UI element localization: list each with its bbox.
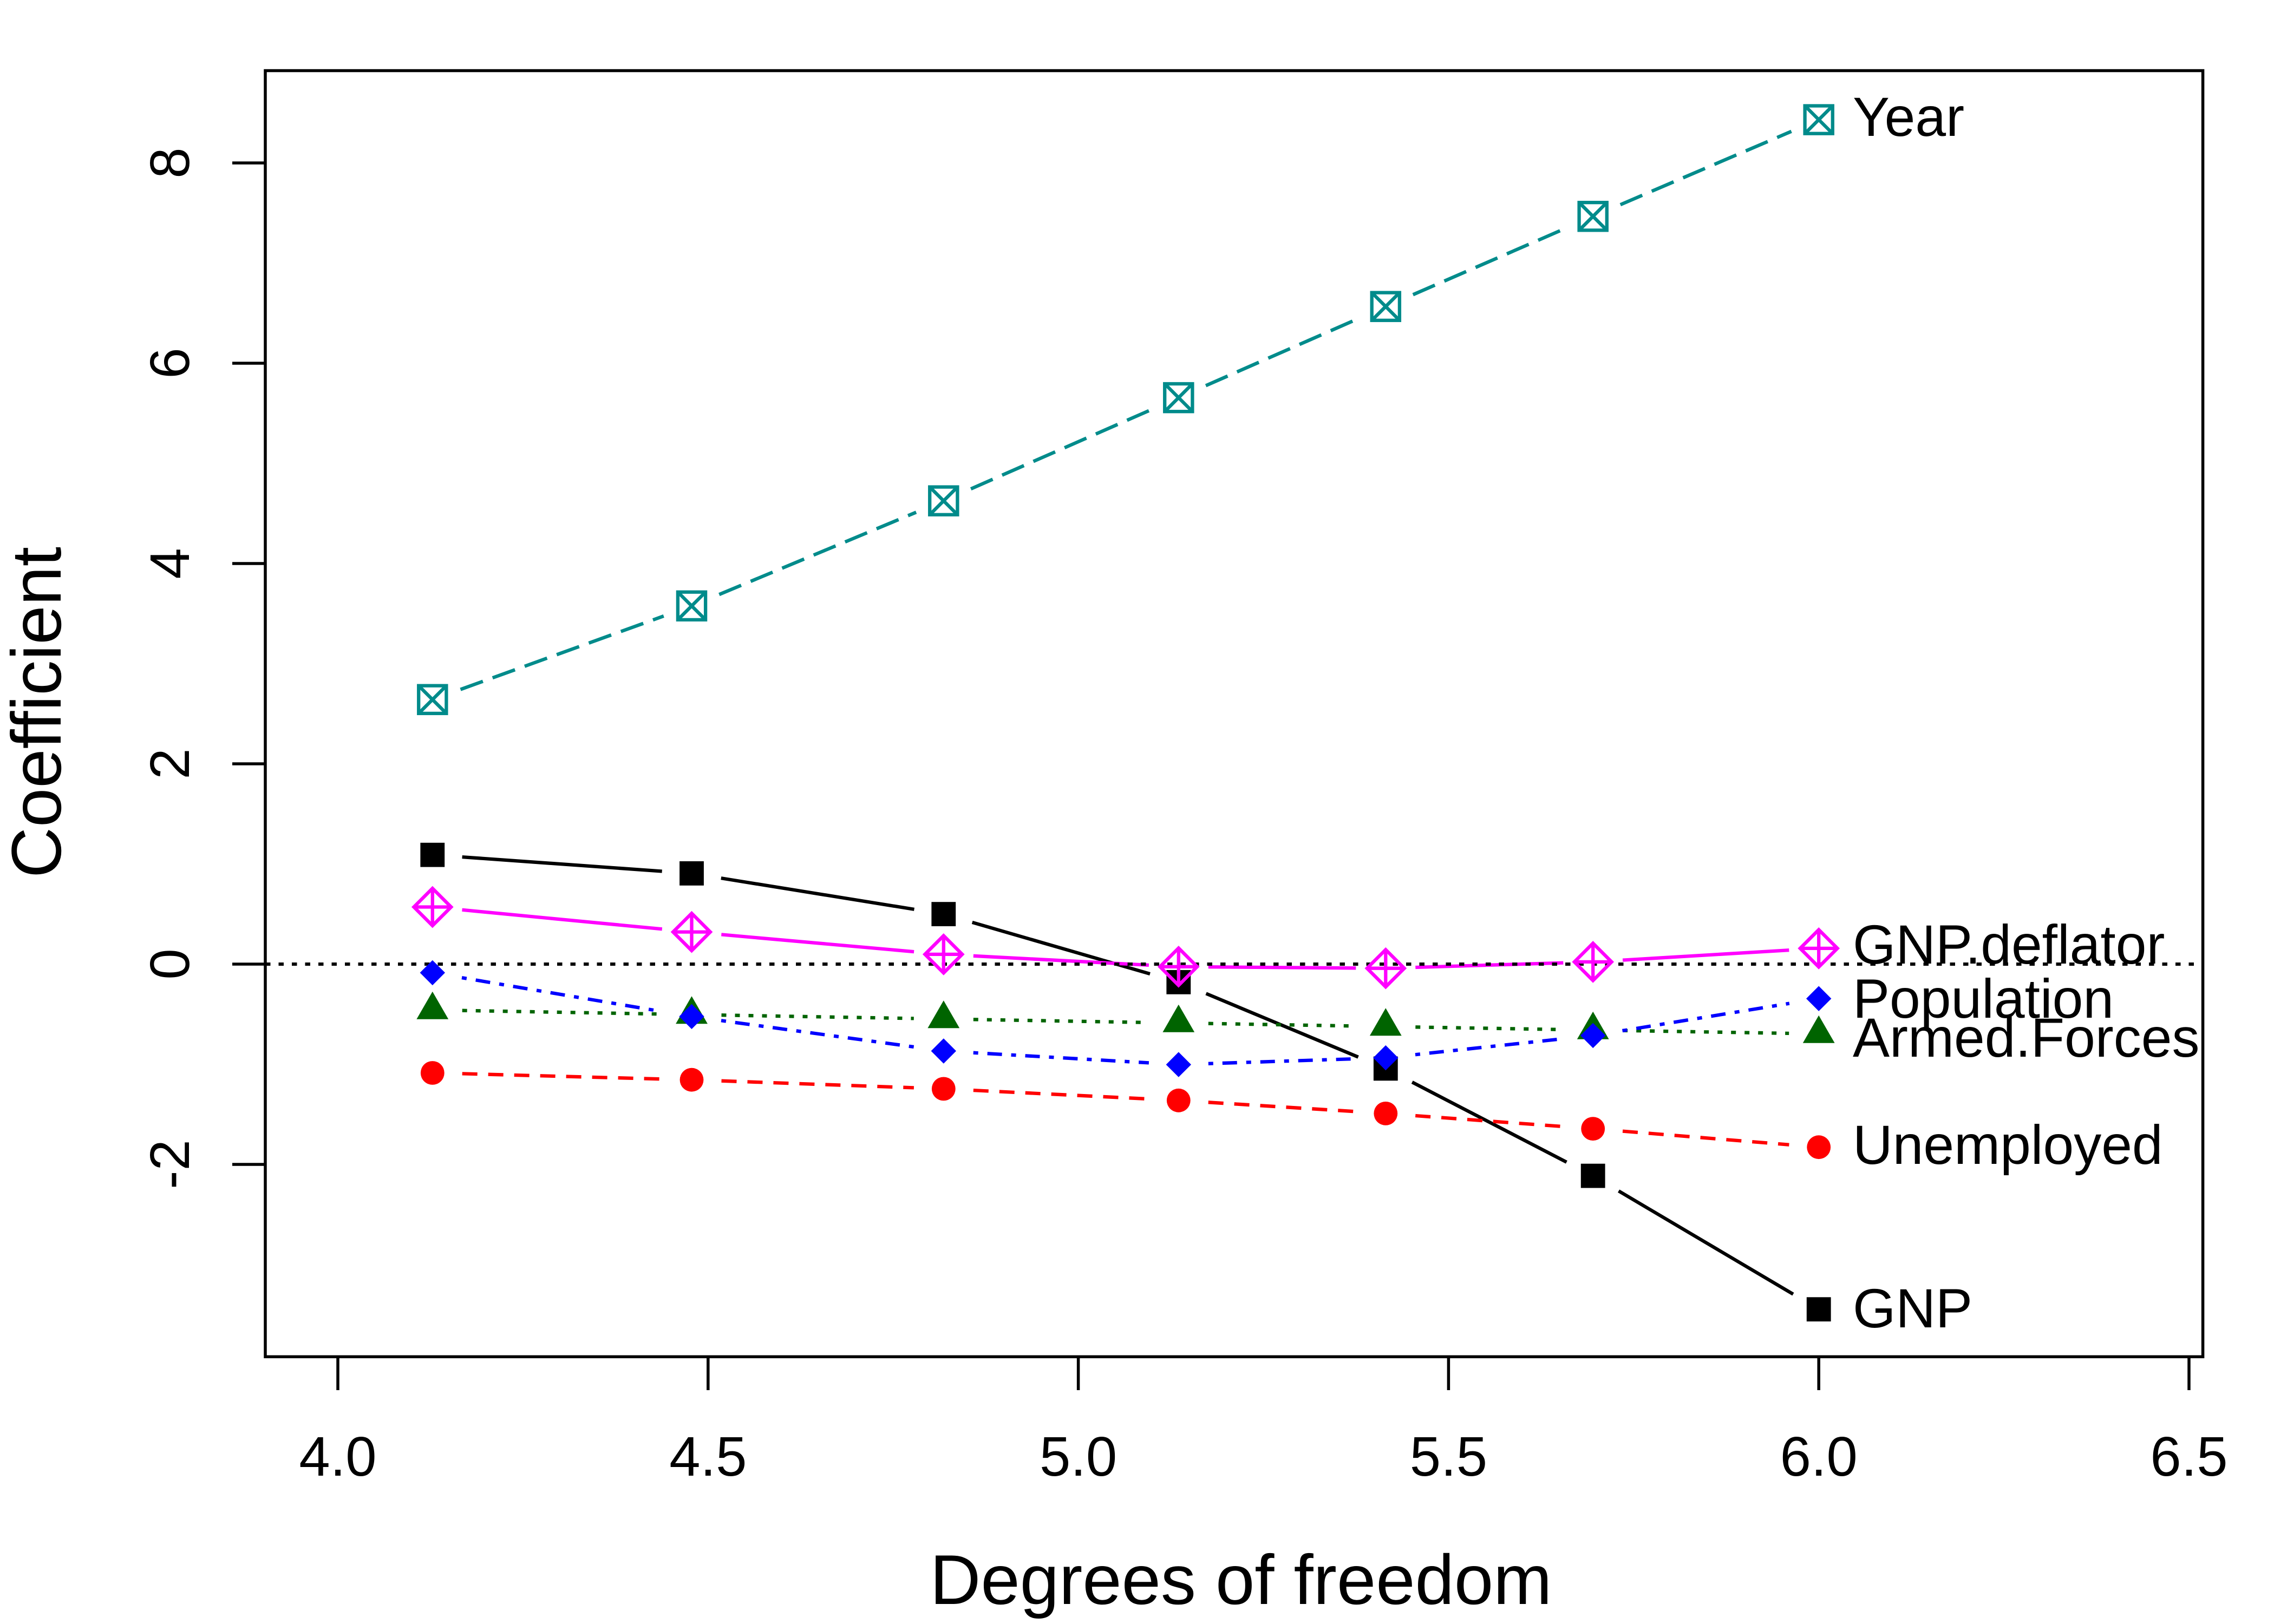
svg-text:6.0: 6.0 [1780, 1425, 1858, 1488]
svg-text:Coefficient: Coefficient [0, 547, 76, 878]
svg-text:Year: Year [1853, 86, 1964, 148]
svg-text:0: 0 [139, 948, 201, 979]
svg-text:6: 6 [139, 348, 201, 378]
svg-text:GNP.deflator: GNP.deflator [1853, 914, 2165, 975]
svg-text:Population: Population [1853, 968, 2114, 1030]
svg-text:-2: -2 [139, 1140, 201, 1189]
svg-text:2: 2 [139, 748, 201, 779]
svg-text:4.0: 4.0 [299, 1425, 376, 1488]
svg-text:5.5: 5.5 [1410, 1425, 1487, 1488]
svg-text:8: 8 [139, 147, 201, 178]
svg-text:Armed.Forces: Armed.Forces [1853, 1007, 2200, 1069]
svg-text:4: 4 [139, 548, 201, 579]
svg-text:4.5: 4.5 [669, 1425, 747, 1488]
svg-text:GNP: GNP [1853, 1278, 1972, 1339]
svg-text:Degrees of freedom: Degrees of freedom [930, 1540, 1552, 1619]
svg-text:6.5: 6.5 [2150, 1425, 2227, 1488]
svg-text:5.0: 5.0 [1040, 1425, 1117, 1488]
svg-text:Unemployed: Unemployed [1853, 1114, 2163, 1176]
